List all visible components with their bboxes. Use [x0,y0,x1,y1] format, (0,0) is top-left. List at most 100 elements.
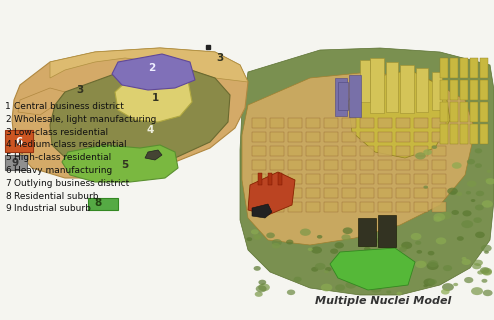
Ellipse shape [423,149,432,155]
Bar [414,132,428,142]
Bar [386,62,398,112]
Polygon shape [145,150,162,160]
Ellipse shape [482,269,492,276]
Bar [378,174,392,184]
Ellipse shape [258,284,270,291]
Bar [324,132,338,142]
Bar [432,188,446,198]
Bar [396,118,410,128]
Ellipse shape [457,236,464,241]
Ellipse shape [461,257,466,260]
Ellipse shape [330,249,338,254]
Ellipse shape [386,272,395,278]
Bar [432,146,446,156]
Bar [288,146,302,156]
Bar [460,58,468,78]
Bar [378,215,396,247]
Ellipse shape [353,276,360,281]
Ellipse shape [286,240,293,244]
Ellipse shape [308,248,313,251]
Polygon shape [240,48,494,295]
Ellipse shape [393,282,398,285]
Ellipse shape [423,278,435,286]
Bar [396,146,410,156]
Bar [470,80,478,100]
Ellipse shape [447,188,458,195]
Ellipse shape [370,279,376,283]
Text: Industrial suburb: Industrial suburb [14,204,91,213]
Bar [360,160,374,170]
Bar [252,174,266,184]
FancyBboxPatch shape [5,130,33,152]
Bar [278,173,282,185]
Ellipse shape [481,244,492,252]
Ellipse shape [376,237,386,244]
Bar [432,118,446,128]
Bar [360,188,374,198]
Ellipse shape [452,210,459,215]
Text: 3: 3 [216,53,224,63]
Polygon shape [62,145,178,182]
Bar [450,58,458,78]
Text: Low-class residential: Low-class residential [14,128,108,137]
Text: Residential suburb: Residential suburb [14,192,98,201]
Text: High-class residential: High-class residential [14,153,111,162]
Ellipse shape [347,275,354,280]
Ellipse shape [341,234,351,240]
Bar [252,202,266,212]
Ellipse shape [411,233,421,240]
Ellipse shape [433,213,445,221]
Bar [396,188,410,198]
Bar [252,132,266,142]
Ellipse shape [461,259,471,265]
Bar [324,118,338,128]
Ellipse shape [440,212,452,220]
Ellipse shape [416,250,422,254]
Bar [338,82,348,110]
Ellipse shape [441,289,450,295]
Text: 1: 1 [5,102,11,111]
Polygon shape [50,68,230,170]
Ellipse shape [452,162,462,169]
Ellipse shape [378,249,388,255]
Ellipse shape [456,192,462,196]
Bar [440,124,448,144]
Bar [378,146,392,156]
Ellipse shape [335,284,345,291]
Bar [450,80,458,100]
Bar [400,65,414,113]
Ellipse shape [475,163,482,168]
Bar [324,188,338,198]
Polygon shape [18,88,65,115]
Bar [440,80,448,100]
Ellipse shape [345,281,356,289]
Bar [360,174,374,184]
Ellipse shape [386,290,391,294]
Polygon shape [248,172,295,215]
Bar [258,173,262,185]
Bar [270,132,284,142]
Bar [480,58,488,78]
Bar [414,118,428,128]
Text: 7: 7 [5,179,11,188]
Polygon shape [50,48,248,82]
Text: 5: 5 [5,153,11,162]
Ellipse shape [324,270,329,273]
Bar [349,75,361,117]
Ellipse shape [321,284,332,292]
Ellipse shape [400,244,409,250]
Ellipse shape [254,236,261,240]
Bar [432,160,446,170]
Bar [396,202,410,212]
Ellipse shape [487,170,491,173]
Bar [480,124,488,144]
Ellipse shape [272,243,280,249]
Bar [342,202,356,212]
Ellipse shape [311,246,322,254]
Ellipse shape [484,251,489,254]
Bar [324,202,338,212]
Ellipse shape [472,263,481,269]
Text: 5: 5 [122,160,128,170]
Text: Outlying business district: Outlying business district [14,179,129,188]
Ellipse shape [443,265,452,271]
